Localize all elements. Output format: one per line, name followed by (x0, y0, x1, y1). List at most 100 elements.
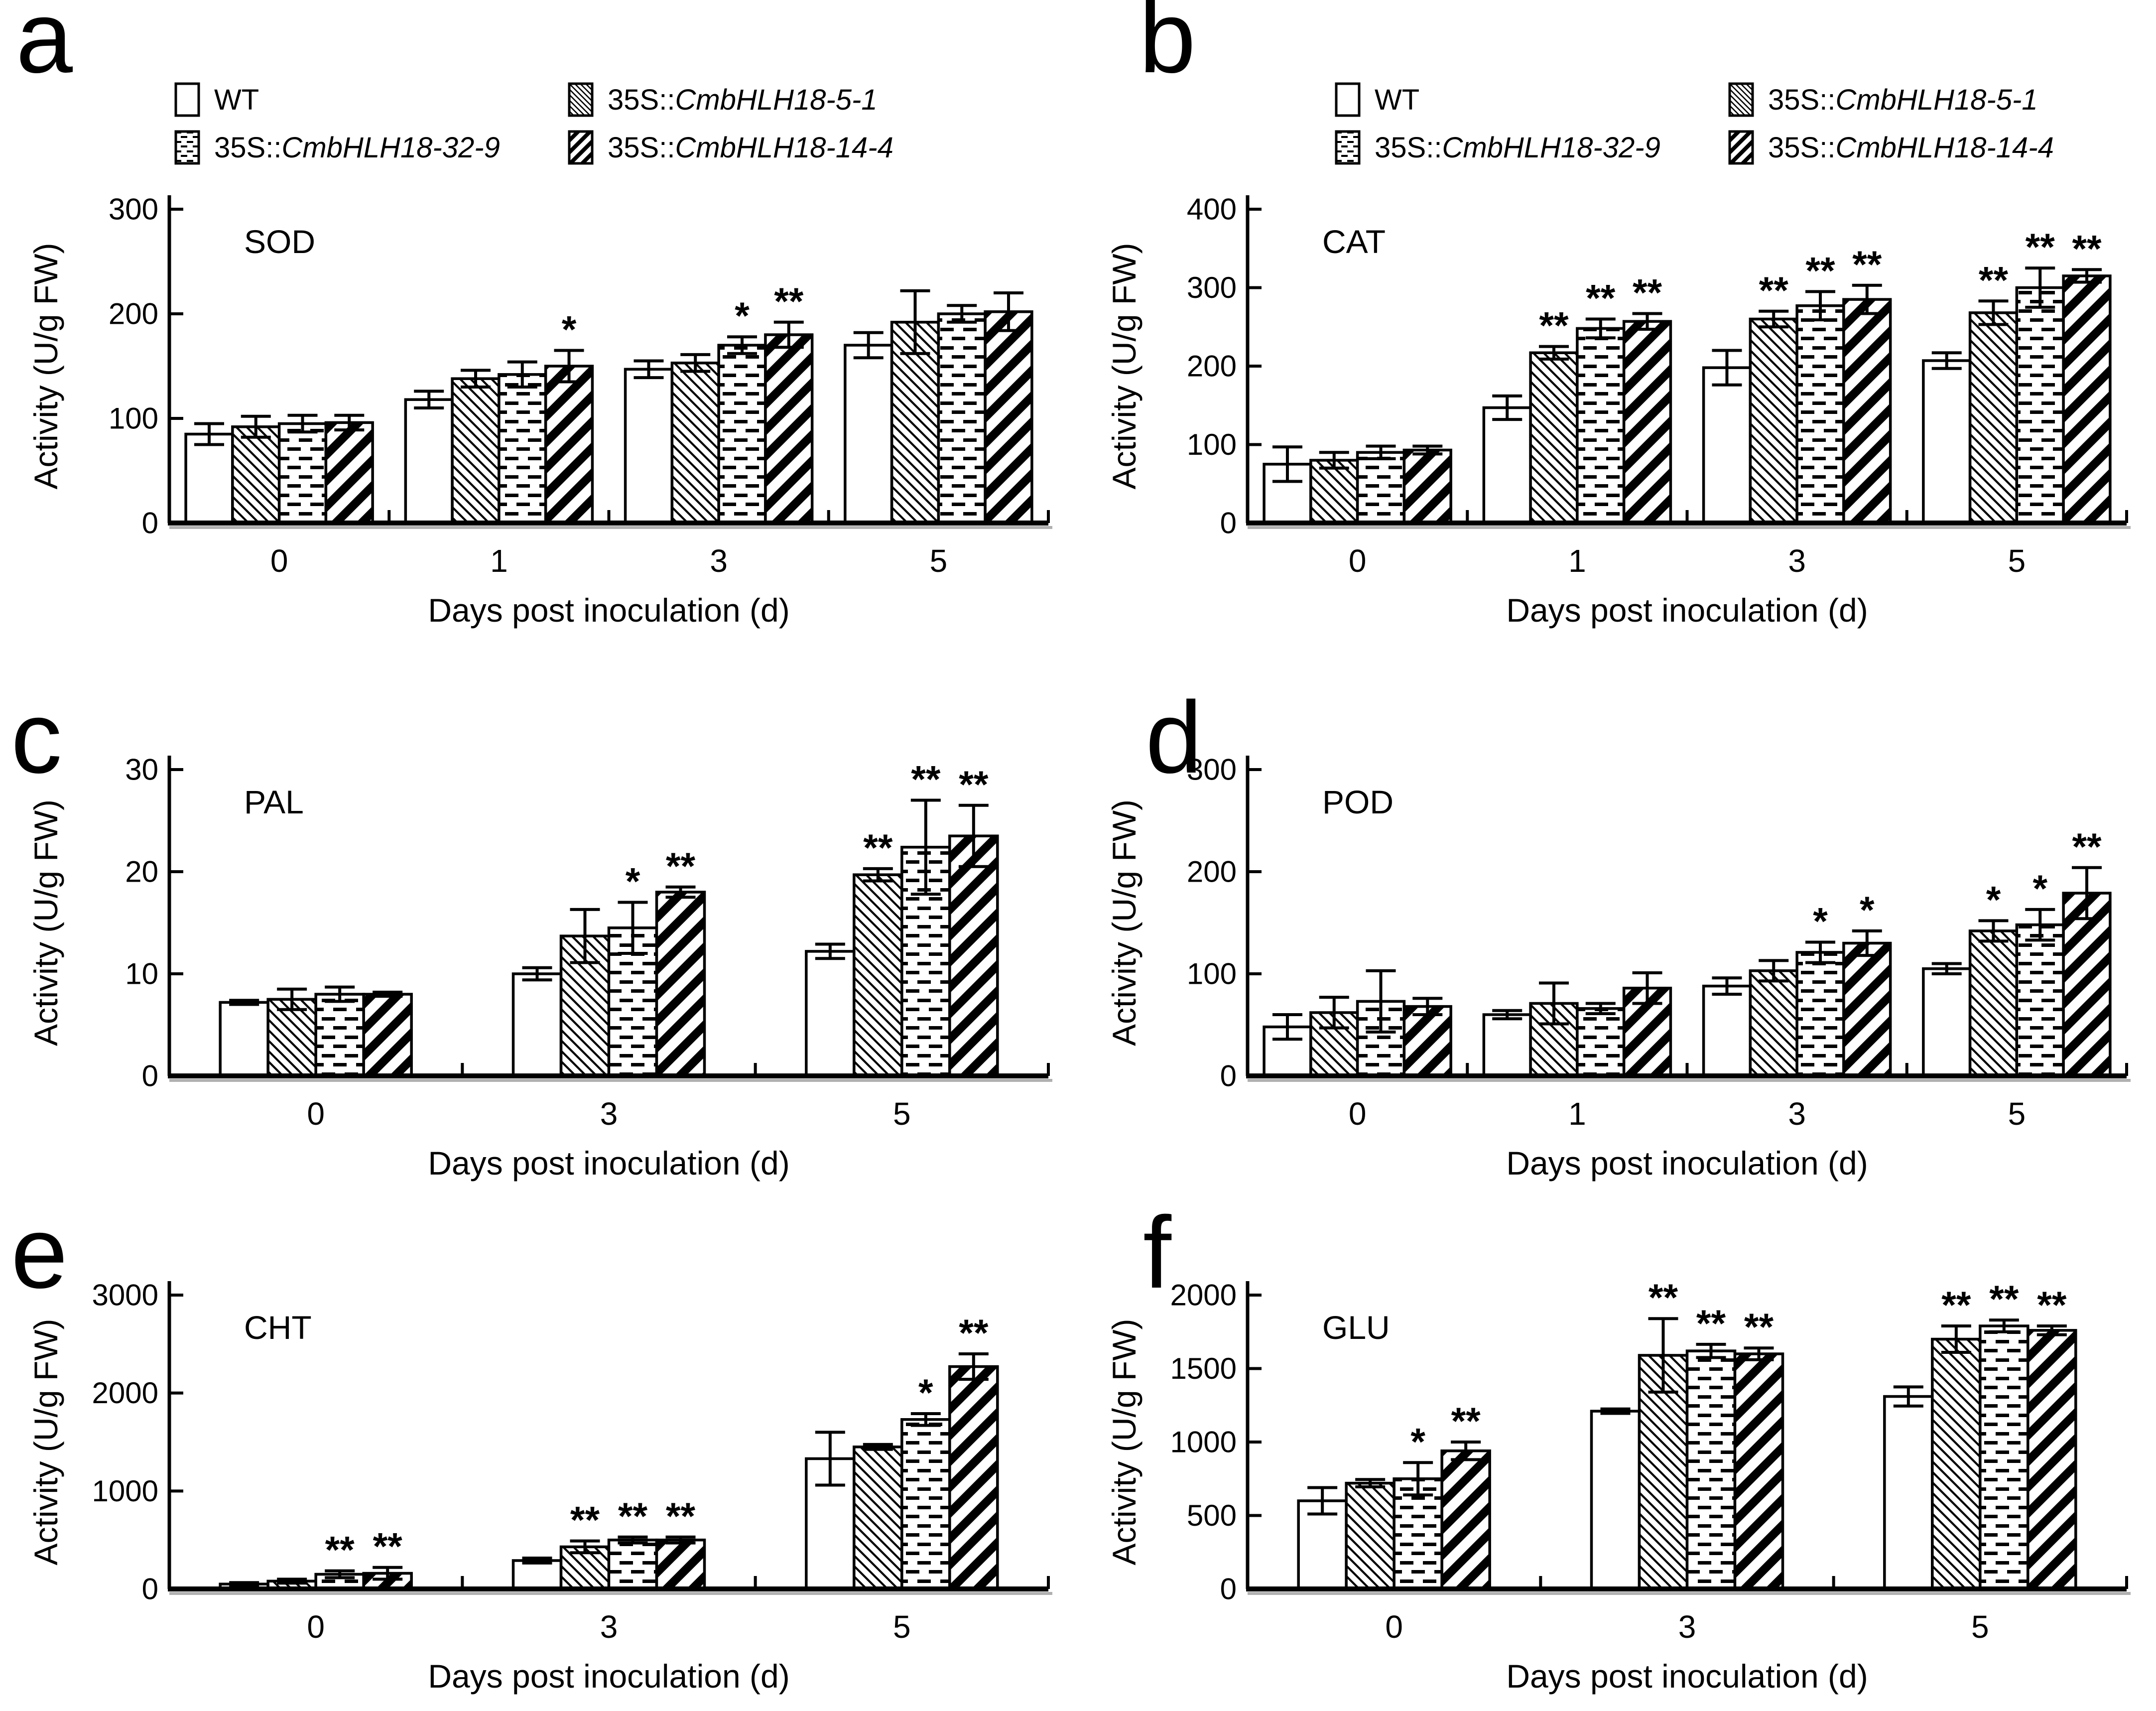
svg-text:**: ** (1759, 269, 1789, 312)
panel-letter-f: f (1143, 1195, 1171, 1310)
svg-text:**: ** (911, 759, 941, 801)
panel-b: b WT 35S::CmbHLH18-32-9 35S::CmbHLH18-5-… (1078, 0, 2156, 667)
svg-text:200: 200 (109, 297, 158, 331)
svg-text:1: 1 (490, 543, 508, 579)
svg-text:**: ** (1696, 1303, 1726, 1345)
svg-text:300: 300 (1187, 753, 1237, 787)
svg-text:0: 0 (1349, 543, 1367, 579)
svg-text:2000: 2000 (92, 1376, 158, 1410)
legend-label-5-1: 35S::CmbHLH18-5-1 (1768, 83, 2038, 116)
svg-text:CHT: CHT (244, 1309, 312, 1346)
svg-text:0: 0 (307, 1096, 325, 1132)
svg-text:5: 5 (1971, 1609, 1989, 1645)
svg-text:*: * (1986, 879, 2001, 921)
svg-text:Days post inoculation (d): Days post inoculation (d) (428, 1658, 789, 1695)
svg-text:**: ** (2037, 1284, 2067, 1326)
svg-text:3: 3 (600, 1096, 618, 1132)
panel-d: d * * * * ** 0 100 200 300 0 1 3 5 POD Days post inocu… (1078, 667, 2156, 1182)
svg-text:3: 3 (1678, 1609, 1696, 1645)
svg-text:0: 0 (1220, 1573, 1237, 1606)
legend-item-32-9: 35S::CmbHLH18-32-9 (174, 130, 568, 165)
svg-text:Days post inoculation (d): Days post inoculation (d) (1506, 1658, 1868, 1695)
svg-text:**: ** (959, 764, 989, 806)
svg-text:2000: 2000 (1170, 1279, 1237, 1312)
svg-text:**: ** (666, 1495, 696, 1538)
panel-f: f ** ** * ** ** ** ** ** 0 500 1000 1500 2000 0 3 5 GLU D… (1078, 1176, 2156, 1711)
svg-text:0: 0 (307, 1609, 325, 1645)
svg-text:*: * (562, 309, 577, 351)
svg-text:**: ** (1979, 259, 2009, 301)
panel-letter-b: b (1139, 0, 1196, 94)
svg-text:**: ** (373, 1526, 403, 1568)
panel-letter-e: e (11, 1195, 68, 1310)
svg-text:Activity (U/g FW): Activity (U/g FW) (1106, 799, 1142, 1046)
svg-text:**: ** (863, 827, 893, 869)
legend-item-wt: WT (1335, 82, 1728, 117)
svg-text:**: ** (1941, 1284, 1971, 1326)
svg-text:300: 300 (1187, 271, 1237, 304)
legend-swatch-wt-icon (174, 82, 200, 117)
svg-text:**: ** (1649, 1277, 1678, 1319)
panel-letter-a: a (16, 0, 73, 94)
svg-text:**: ** (1744, 1306, 1774, 1348)
legend-label-32-9: 35S::CmbHLH18-32-9 (1375, 131, 1660, 164)
legend-swatch-5-1-icon (1728, 82, 1754, 117)
svg-text:0: 0 (1349, 1096, 1367, 1132)
svg-text:1000: 1000 (92, 1474, 158, 1508)
svg-text:**: ** (1539, 305, 1569, 347)
svg-text:*: * (626, 861, 640, 903)
svg-text:3: 3 (1788, 543, 1806, 579)
legend-item-wt: WT (174, 82, 568, 117)
legend-label-wt: WT (1375, 83, 1420, 116)
svg-text:0: 0 (142, 1573, 158, 1606)
legend-swatch-32-9-icon (1335, 130, 1361, 165)
svg-text:**: ** (1852, 244, 1882, 286)
svg-text:**: ** (1586, 277, 1616, 320)
svg-text:**: ** (666, 845, 696, 888)
svg-text:PAL: PAL (244, 784, 304, 820)
svg-text:1: 1 (1568, 543, 1586, 579)
svg-text:0: 0 (142, 1059, 158, 1093)
svg-text:500: 500 (1187, 1499, 1237, 1532)
legend-label-14-4: 35S::CmbHLH18-14-4 (608, 131, 893, 164)
svg-text:**: ** (618, 1495, 648, 1538)
svg-text:GLU: GLU (1322, 1309, 1390, 1346)
svg-text:1000: 1000 (1170, 1426, 1237, 1459)
svg-text:1500: 1500 (1170, 1352, 1237, 1385)
legend-swatch-wt-icon (1335, 82, 1361, 117)
legend-item-32-9: 35S::CmbHLH18-32-9 (1335, 130, 1728, 165)
svg-text:Activity (U/g FW): Activity (U/g FW) (1106, 1319, 1142, 1566)
svg-text:5: 5 (893, 1096, 911, 1132)
svg-text:0: 0 (142, 507, 158, 540)
legend-swatch-14-4-icon (1728, 130, 1754, 165)
svg-text:3: 3 (600, 1609, 618, 1645)
svg-text:Activity (U/g FW): Activity (U/g FW) (27, 243, 64, 490)
svg-text:*: * (918, 1372, 933, 1414)
svg-text:5: 5 (930, 543, 948, 579)
legend-b: WT 35S::CmbHLH18-32-9 35S::CmbHLH18-5-1 … (1335, 82, 2054, 165)
svg-text:300: 300 (109, 193, 158, 226)
svg-text:**: ** (1451, 1400, 1481, 1443)
svg-text:*: * (735, 295, 750, 337)
svg-text:Days post inoculation (d): Days post inoculation (d) (428, 592, 789, 629)
legend-item-5-1: 35S::CmbHLH18-5-1 (1728, 82, 2054, 117)
svg-text:1: 1 (1568, 1096, 1586, 1132)
legend-item-14-4: 35S::CmbHLH18-14-4 (1728, 130, 2054, 165)
panel-e: e ** ** ** * ** ** ** 0 1000 2000 3000 0 3 5 CHT Days p… (0, 1176, 1078, 1711)
svg-text:**: ** (2072, 826, 2102, 868)
svg-text:3000: 3000 (92, 1279, 158, 1312)
svg-text:**: ** (1989, 1278, 2019, 1320)
svg-text:**: ** (1805, 250, 1835, 292)
svg-text:Days post inoculation (d): Days post inoculation (d) (1506, 1145, 1868, 1182)
svg-text:SOD: SOD (244, 223, 315, 260)
legend-swatch-32-9-icon (174, 130, 200, 165)
svg-text:Days post inoculation (d): Days post inoculation (d) (1506, 592, 1868, 629)
legend-a: WT 35S::CmbHLH18-32-9 35S::CmbHLH18-5-1 … (174, 82, 893, 165)
svg-text:*: * (1813, 900, 1828, 942)
svg-text:Activity (U/g FW): Activity (U/g FW) (27, 1319, 64, 1566)
svg-text:20: 20 (125, 855, 158, 889)
chart-b: ** ** ** ** ** ** ** ** ** 0 100 200 300 400 0 1 3 5 CAT Da… (1106, 193, 2131, 629)
legend-item-14-4: 35S::CmbHLH18-14-4 (568, 130, 893, 165)
